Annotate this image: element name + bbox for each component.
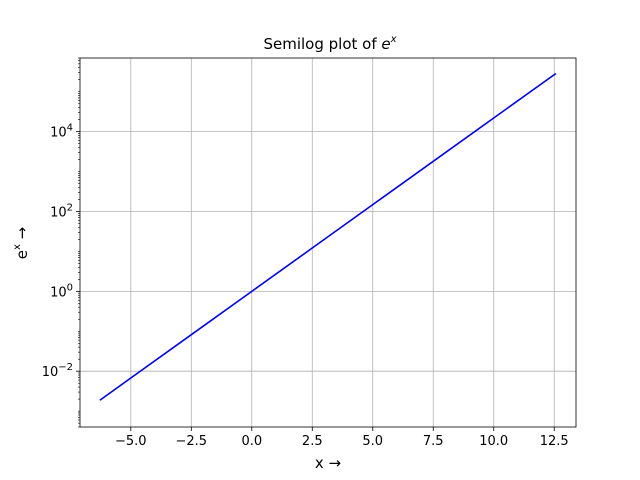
x-tick-label: 10.0	[479, 434, 508, 449]
y-tick-exp: 2	[67, 203, 73, 214]
x-axis-ticks: −5.0 −2.5 0.0 2.5 5.0 7.5 10.0 12.5	[115, 427, 569, 449]
x-axis-label: x →	[315, 454, 341, 472]
y-tick-label: 100	[50, 282, 73, 300]
y-axis-label-sup: x	[12, 244, 23, 250]
x-tick-label: 2.5	[302, 434, 323, 449]
x-tick-label: 12.5	[540, 434, 569, 449]
x-tick-label: 0.0	[241, 434, 262, 449]
chart-title-base: Semilog plot of	[263, 35, 381, 53]
y-tick-base: 10	[50, 206, 67, 221]
x-tick-label: −5.0	[115, 434, 147, 449]
chart-title-sup: x	[390, 34, 397, 45]
y-tick-label: 102	[50, 203, 73, 221]
y-tick-exp: −2	[58, 362, 73, 373]
grid-lines	[80, 58, 576, 427]
x-tick-label: 5.0	[362, 434, 383, 449]
series-line	[99, 72, 557, 401]
y-tick-exp: 4	[67, 123, 73, 134]
y-tick-base: 10	[50, 285, 67, 300]
y-tick-label: 10−2	[42, 362, 73, 380]
y-axis-label: ex →	[12, 227, 31, 260]
x-tick-label: 7.5	[423, 434, 444, 449]
series-layer	[99, 72, 557, 401]
chart-title: Semilog plot of ex	[263, 34, 396, 53]
y-tick-label: 104	[50, 123, 73, 141]
y-axis-label-suffix: →	[13, 227, 31, 244]
y-axis-label-base: e	[13, 250, 31, 259]
chart-title-italic: e	[381, 35, 390, 53]
x-tick-label: −2.5	[176, 434, 208, 449]
y-tick-base: 10	[50, 126, 67, 141]
plot-frame	[79, 57, 577, 428]
y-tick-exp: 0	[67, 282, 73, 293]
y-tick-base: 10	[42, 365, 59, 380]
